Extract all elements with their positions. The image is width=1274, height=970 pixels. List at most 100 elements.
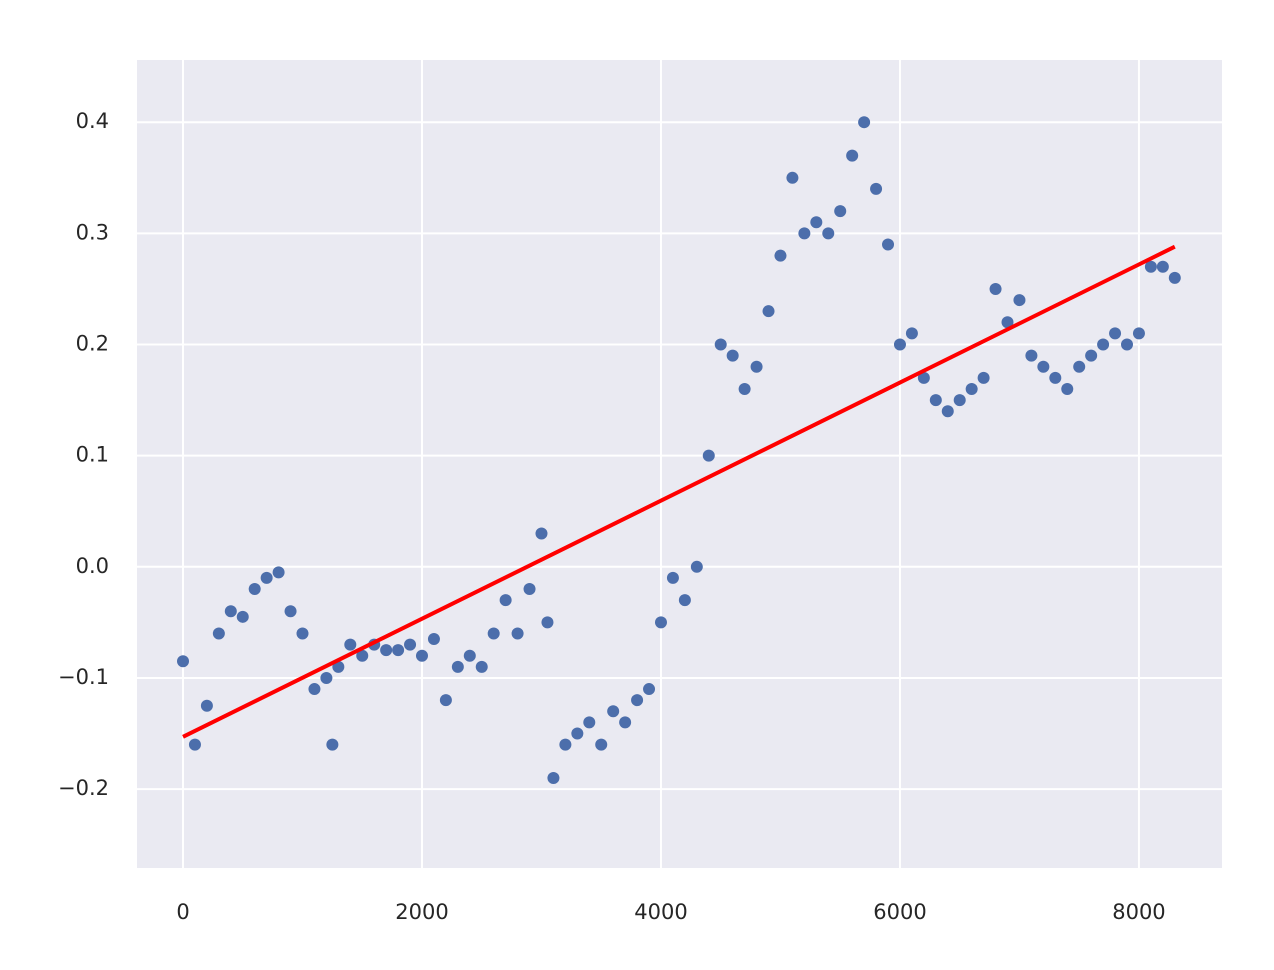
point xyxy=(272,566,285,579)
point xyxy=(260,571,273,584)
point xyxy=(308,683,321,696)
point xyxy=(917,371,930,384)
point xyxy=(320,671,333,684)
point xyxy=(953,394,966,407)
point xyxy=(475,660,488,673)
fit-line xyxy=(182,244,1176,739)
point xyxy=(404,638,417,651)
point xyxy=(1025,349,1038,362)
y-tick-label: −0.2 xyxy=(58,776,109,800)
point xyxy=(929,394,942,407)
y-tick-label: 0.4 xyxy=(76,109,109,133)
point xyxy=(415,649,428,662)
point xyxy=(1097,338,1110,351)
point xyxy=(1132,327,1145,340)
point xyxy=(762,305,775,318)
point xyxy=(248,583,261,596)
point xyxy=(834,205,847,218)
point xyxy=(822,227,835,240)
point xyxy=(643,683,656,696)
point xyxy=(541,616,554,629)
point xyxy=(1085,349,1098,362)
point xyxy=(882,238,895,251)
point xyxy=(1109,327,1122,340)
y-tick-label: 0.2 xyxy=(76,332,109,356)
point xyxy=(870,182,883,195)
point xyxy=(726,349,739,362)
point xyxy=(356,649,369,662)
point xyxy=(284,605,297,618)
point xyxy=(344,638,357,651)
point xyxy=(1037,360,1050,373)
point xyxy=(702,449,715,462)
point xyxy=(786,171,799,184)
point xyxy=(798,227,811,240)
point xyxy=(666,571,679,584)
point xyxy=(200,699,213,712)
point xyxy=(858,116,871,129)
x-tick-label: 2000 xyxy=(395,900,448,924)
point xyxy=(392,644,405,657)
point xyxy=(810,216,823,229)
point xyxy=(607,705,620,718)
point xyxy=(1061,382,1074,395)
point xyxy=(893,338,906,351)
point xyxy=(1144,260,1157,273)
point xyxy=(690,560,703,573)
y-tick-label: −0.1 xyxy=(58,665,109,689)
point xyxy=(463,649,476,662)
point xyxy=(326,738,339,751)
point xyxy=(595,738,608,751)
point xyxy=(487,627,500,640)
y-tick-label: 0.0 xyxy=(76,554,109,578)
point xyxy=(738,382,751,395)
point xyxy=(654,616,667,629)
point xyxy=(439,694,452,707)
y-tick-label: 0.1 xyxy=(76,443,109,467)
y-tick-label: 0.3 xyxy=(76,220,109,244)
plot-area xyxy=(137,60,1222,868)
x-tick-label: 0 xyxy=(176,900,189,924)
point xyxy=(511,627,524,640)
point xyxy=(380,644,393,657)
point xyxy=(1156,260,1169,273)
point xyxy=(1049,371,1062,384)
point xyxy=(177,655,190,668)
point xyxy=(188,738,201,751)
point xyxy=(714,338,727,351)
point xyxy=(905,327,918,340)
point xyxy=(941,405,954,418)
point xyxy=(989,282,1002,295)
point xyxy=(296,627,309,640)
point xyxy=(1073,360,1086,373)
point xyxy=(212,627,225,640)
point xyxy=(965,382,978,395)
point xyxy=(224,605,237,618)
point xyxy=(1001,316,1014,329)
point xyxy=(750,360,763,373)
point xyxy=(977,371,990,384)
x-tick-label: 6000 xyxy=(873,900,926,924)
point xyxy=(451,660,464,673)
point xyxy=(846,149,859,162)
point xyxy=(523,583,536,596)
point xyxy=(559,738,572,751)
point xyxy=(1168,271,1181,284)
point xyxy=(1121,338,1134,351)
point xyxy=(678,594,691,607)
point xyxy=(535,527,548,540)
point xyxy=(499,594,512,607)
point xyxy=(619,716,632,729)
point xyxy=(332,660,345,673)
point xyxy=(583,716,596,729)
x-tick-label: 4000 xyxy=(634,900,687,924)
point xyxy=(427,633,440,646)
point xyxy=(547,771,560,784)
point xyxy=(1013,294,1026,307)
point xyxy=(236,610,249,623)
point xyxy=(631,694,644,707)
point xyxy=(571,727,584,740)
point xyxy=(774,249,787,262)
x-tick-label: 8000 xyxy=(1112,900,1165,924)
